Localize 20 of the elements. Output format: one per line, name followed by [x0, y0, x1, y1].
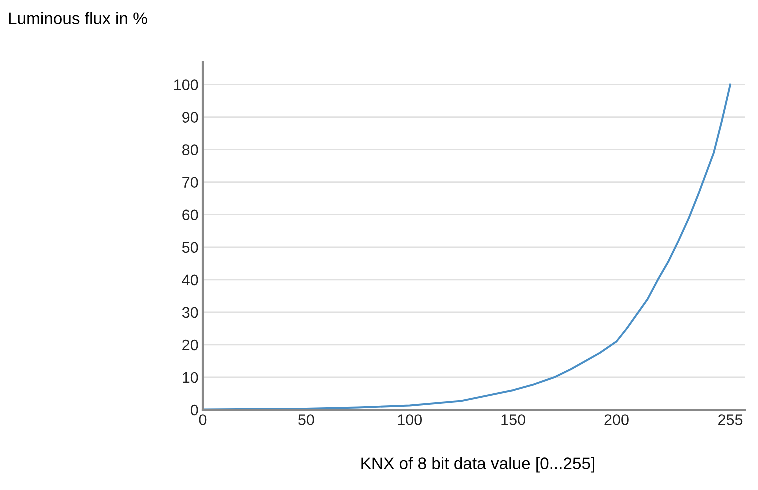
y-tick-label: 100	[174, 80, 198, 90]
y-tick-label: 70	[182, 177, 198, 188]
x-tick-label: 0	[199, 414, 207, 426]
y-tick-label: 80	[182, 144, 198, 156]
y-axis-title: Luminous flux in %	[9, 12, 148, 24]
x-axis-title: KNX of 8 bit data value [0...255]	[362, 457, 594, 473]
y-tick-label: 10	[183, 372, 198, 384]
x-tick-label: 50	[298, 414, 314, 426]
x-tick-label: 150	[502, 414, 526, 426]
y-tick-label: 20	[182, 340, 198, 351]
y-tick-label: 30	[182, 307, 198, 318]
y-tick-label: 50	[182, 242, 198, 254]
line-series	[203, 84, 732, 410]
y-tick-label: 60	[182, 210, 198, 221]
y-tick-label: 90	[182, 112, 198, 123]
y-tick-label: 40	[182, 274, 198, 286]
y-tick-label: 0	[190, 404, 198, 416]
x-tick-label: 200	[604, 414, 629, 426]
x-tick-label: 255	[718, 414, 743, 426]
x-tick-label: 100	[398, 414, 422, 426]
